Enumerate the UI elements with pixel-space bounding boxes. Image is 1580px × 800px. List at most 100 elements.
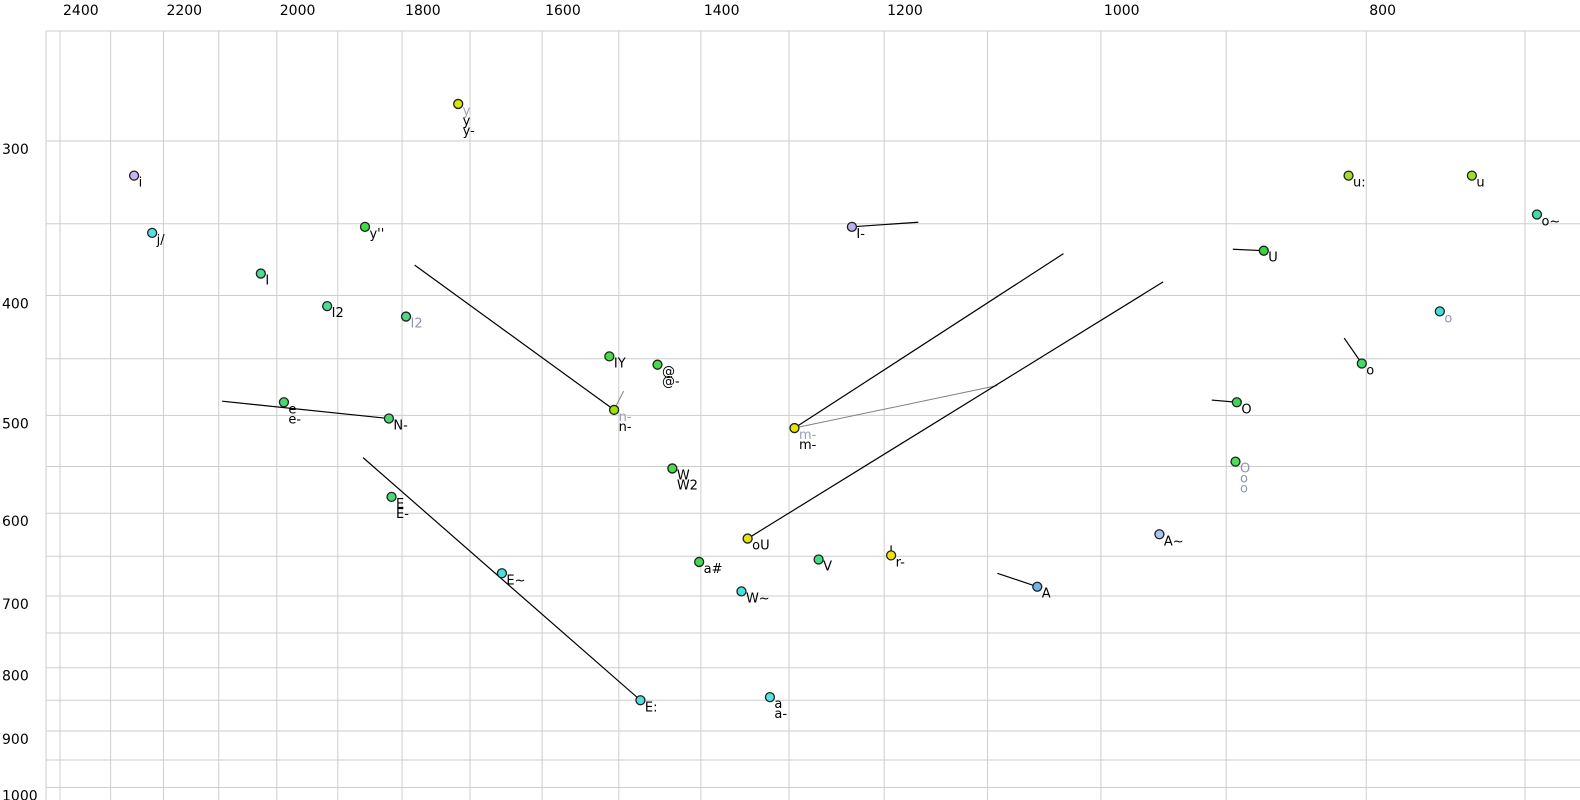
data-point-label: e-	[288, 412, 301, 427]
data-point-dot	[813, 554, 824, 565]
data-point-label: o	[1240, 482, 1248, 497]
data-point-group: I	[255, 268, 269, 289]
x-tick-label: 800	[1369, 3, 1396, 19]
x-tick-label: 1800	[405, 3, 441, 19]
data-point-dot	[789, 422, 800, 434]
data-point-label: W~	[746, 591, 770, 606]
connector-line	[222, 400, 389, 420]
data-point-label: IY	[614, 356, 626, 371]
data-point-label: oU	[752, 539, 769, 554]
data-point-group: I-	[846, 221, 865, 242]
data-point-dot	[383, 413, 395, 424]
data-point-dot	[453, 98, 464, 110]
data-point-label: o	[1444, 311, 1452, 326]
data-point-group: ee-	[278, 397, 301, 427]
x-tick-label: 1200	[887, 3, 923, 19]
data-point-dot	[400, 311, 412, 322]
data-point-group: m-m-	[789, 422, 817, 453]
x-tick-label: 1000	[1104, 3, 1140, 19]
data-point-group: n-n-	[608, 404, 632, 435]
data-point-label: V	[823, 559, 832, 574]
data-point-label: E	[396, 497, 404, 512]
data-point-label: n-	[619, 420, 632, 435]
data-point-dot	[742, 533, 753, 544]
data-point-label: A~	[1164, 534, 1184, 549]
connector-line	[1232, 248, 1264, 252]
data-point-label: E-	[396, 507, 409, 522]
data-point-dot	[1343, 170, 1354, 181]
data-point-group: N-	[383, 413, 408, 434]
data-point-label: y	[463, 114, 471, 129]
data-point-dot	[1032, 581, 1043, 592]
data-point-dot	[1434, 306, 1445, 317]
data-point-dot	[1356, 358, 1367, 369]
data-point-label: I	[265, 274, 269, 289]
data-point-group: I2	[400, 311, 423, 332]
y-tick-label: 800	[2, 669, 29, 685]
data-point-dot	[128, 170, 140, 181]
data-point-group: @@-	[652, 359, 680, 390]
data-point-group: E~	[496, 568, 526, 588]
x-tick-label: 2200	[166, 3, 202, 19]
x-tick-label: 1400	[704, 3, 740, 19]
data-point-label: u	[1476, 176, 1484, 191]
data-point-group: a#	[694, 556, 723, 577]
x-tick-label: 1600	[545, 3, 581, 19]
y-tick-label: 900	[2, 732, 29, 748]
data-point-dot	[1466, 170, 1478, 181]
y-tick-label: 300	[2, 142, 29, 158]
data-point-group: o~	[1531, 209, 1560, 229]
data-point-group: E:	[635, 695, 658, 715]
data-point-label: W	[677, 468, 690, 483]
data-point-label: a#	[704, 562, 723, 577]
data-point-label: @	[662, 365, 675, 380]
data-point-label: y	[463, 104, 471, 119]
data-point-dot	[604, 351, 615, 362]
data-point-dot	[359, 221, 371, 232]
data-point-group: V	[813, 554, 832, 574]
data-point-dot	[1531, 209, 1543, 220]
data-point-dot	[1230, 456, 1241, 467]
data-point-dot	[764, 691, 776, 703]
data-point-label: r-	[896, 555, 906, 570]
connector-line	[414, 264, 615, 411]
data-point-group: WW2	[667, 463, 698, 493]
x-tick-label: 2400	[63, 3, 99, 19]
data-point-group: U	[1258, 245, 1278, 266]
data-point-dot	[147, 227, 158, 239]
data-point-dot	[255, 268, 266, 279]
connector-line	[1343, 337, 1363, 364]
data-point-dot	[1258, 245, 1269, 256]
data-point-group: A~	[1154, 529, 1184, 549]
data-point-group: u	[1466, 170, 1485, 191]
data-point-label: o	[1366, 363, 1374, 378]
data-point-group: I2	[322, 300, 344, 321]
data-point-label: I2	[411, 317, 423, 332]
data-point-dot	[496, 568, 508, 579]
data-point-label: A	[1042, 587, 1051, 602]
data-point-label: o	[1240, 472, 1248, 487]
data-point-group: Ooo	[1230, 456, 1250, 497]
data-point-label: @-	[662, 375, 680, 390]
data-point-label: E:	[645, 700, 658, 715]
data-point-label: m-	[799, 428, 817, 443]
data-point-dot	[652, 359, 663, 370]
data-point-label: O	[1241, 402, 1251, 417]
data-point-group: IY	[604, 351, 626, 371]
data-point-label: a	[774, 697, 782, 712]
data-point-label: e	[288, 402, 296, 417]
data-point-dot	[694, 556, 705, 568]
data-point-dot	[608, 404, 620, 416]
data-point-dot	[386, 491, 397, 503]
connector-line	[747, 281, 1164, 540]
data-point-label: I2	[332, 306, 344, 321]
y-tick-label: 400	[2, 296, 29, 312]
data-point-group: u:	[1343, 170, 1366, 191]
data-point-dot	[885, 550, 897, 561]
data-point-label: W2	[677, 478, 698, 493]
data-point-dot	[667, 463, 678, 474]
data-point-label: O	[1240, 462, 1250, 477]
data-point-label: o~	[1541, 214, 1560, 229]
